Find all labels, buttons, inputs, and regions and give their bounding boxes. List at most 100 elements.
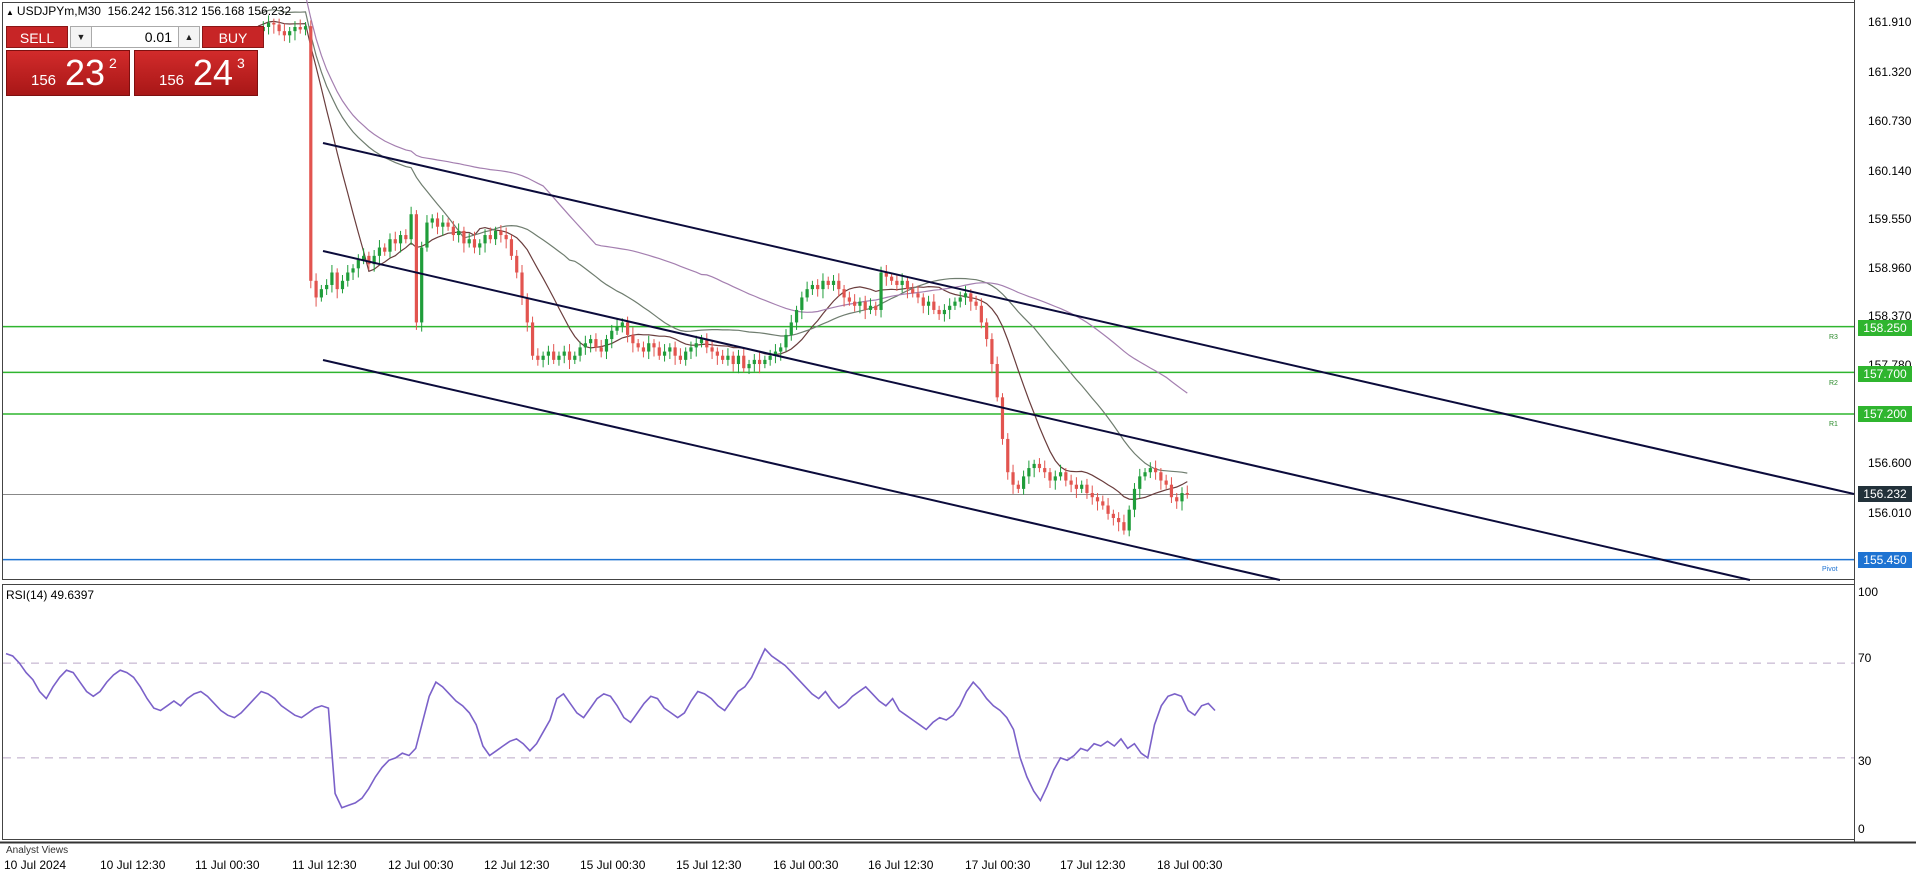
candle-body bbox=[668, 347, 672, 352]
candle-body bbox=[335, 272, 339, 290]
candle-body bbox=[298, 26, 302, 30]
candle-body bbox=[362, 255, 366, 261]
candle-body bbox=[319, 289, 323, 298]
lot-increase-icon[interactable]: ▲ bbox=[178, 26, 200, 48]
candle-body bbox=[599, 347, 603, 352]
time-axis-label: 11 Jul 00:30 bbox=[195, 858, 260, 872]
candle-body bbox=[763, 359, 767, 365]
candle-body bbox=[721, 355, 725, 360]
time-axis-label: 12 Jul 12:30 bbox=[484, 858, 550, 872]
candle-body bbox=[779, 347, 783, 352]
candle-body bbox=[1164, 480, 1168, 485]
time-axis-label: 17 Jul 00:30 bbox=[965, 858, 1031, 872]
candle-body bbox=[995, 364, 999, 398]
candle-body bbox=[1159, 472, 1163, 481]
channel-lower-line bbox=[322, 359, 1281, 581]
candle-body bbox=[974, 301, 978, 306]
candle-body bbox=[520, 272, 524, 298]
candle-body bbox=[715, 351, 719, 356]
candle-body bbox=[694, 343, 698, 348]
candle-body bbox=[684, 351, 688, 360]
candle-body bbox=[472, 239, 477, 248]
candle-body bbox=[758, 359, 762, 365]
analyst-views-tab[interactable]: Analyst Views bbox=[6, 845, 69, 856]
candle-body bbox=[985, 322, 989, 340]
candle-body bbox=[303, 26, 308, 30]
candle-body bbox=[800, 297, 804, 310]
candle-body bbox=[430, 218, 434, 223]
candle-body bbox=[293, 26, 297, 32]
candle-body bbox=[937, 309, 941, 315]
candle-body bbox=[1011, 472, 1015, 485]
candle-body bbox=[1006, 438, 1010, 473]
lot-decrease-icon[interactable]: ▼ bbox=[70, 26, 92, 48]
candle-body bbox=[826, 280, 830, 285]
sell-price-button[interactable]: 156 23 2 bbox=[6, 50, 130, 96]
candle-body bbox=[525, 297, 529, 323]
pivot-tag: Pivot bbox=[1822, 566, 1838, 573]
candle-body bbox=[710, 347, 714, 352]
candle-body bbox=[467, 239, 471, 244]
candle-body bbox=[478, 243, 482, 248]
candle-body bbox=[900, 280, 904, 285]
candle-body bbox=[752, 359, 756, 365]
candle-body bbox=[367, 255, 371, 265]
candle-body bbox=[515, 255, 519, 273]
candle-body bbox=[451, 226, 455, 236]
candle-body bbox=[356, 260, 360, 269]
price-axis-label: 160.730 bbox=[1868, 114, 1912, 128]
candle-body bbox=[1085, 484, 1089, 494]
price-axis-label: 156.010 bbox=[1868, 506, 1912, 520]
candle-body bbox=[441, 222, 445, 227]
candle-body bbox=[926, 301, 931, 306]
collapse-triangle-icon[interactable]: ▲ bbox=[6, 8, 14, 17]
candle-body bbox=[1143, 472, 1147, 477]
candle-body bbox=[1106, 505, 1110, 514]
candle-body bbox=[726, 355, 730, 360]
current-price-tag: 156.232 bbox=[1858, 486, 1912, 502]
candle-body bbox=[1132, 488, 1137, 510]
candle-body bbox=[942, 309, 946, 315]
candle-body bbox=[958, 297, 962, 302]
candle-body bbox=[699, 339, 704, 344]
candle-body bbox=[398, 235, 403, 244]
candle-body bbox=[488, 235, 492, 240]
rsi-pane-frame bbox=[2, 584, 1855, 840]
buy-price-prefix: 156 bbox=[159, 72, 185, 89]
candle-body bbox=[435, 218, 440, 227]
time-axis-label: 15 Jul 00:30 bbox=[580, 858, 646, 872]
candle-body bbox=[1138, 476, 1142, 489]
candle-body bbox=[858, 301, 862, 306]
level-r3-tag: R3 bbox=[1829, 334, 1838, 341]
candle-body bbox=[446, 222, 450, 227]
lot-size-input[interactable]: 0.01 bbox=[92, 26, 178, 48]
candle-body bbox=[626, 322, 630, 335]
candle-body bbox=[425, 222, 429, 248]
candle-body bbox=[388, 239, 392, 252]
candle-body bbox=[895, 280, 899, 285]
candle-body bbox=[1000, 397, 1005, 439]
candle-body bbox=[583, 343, 587, 348]
candle-body bbox=[351, 268, 355, 273]
candle-body bbox=[414, 214, 418, 323]
candle-body bbox=[457, 230, 461, 236]
one-click-trading-panel: SELL ▼ 0.01 ▲ BUY 156 23 2 156 24 3 bbox=[6, 26, 264, 98]
buy-button[interactable]: BUY bbox=[202, 26, 264, 48]
candle-body bbox=[1122, 522, 1126, 531]
candle-body bbox=[282, 31, 286, 36]
candle-body bbox=[990, 339, 994, 365]
buy-price-button[interactable]: 156 24 3 bbox=[134, 50, 258, 96]
time-axis-label: 18 Jul 00:30 bbox=[1157, 858, 1223, 872]
candle-body bbox=[731, 355, 735, 365]
candle-body bbox=[1048, 472, 1052, 481]
candle-body bbox=[573, 355, 577, 360]
candle-body bbox=[504, 235, 508, 240]
sell-button[interactable]: SELL bbox=[6, 26, 68, 48]
candle-body bbox=[288, 31, 292, 36]
candle-body bbox=[789, 322, 793, 335]
candle-body bbox=[530, 322, 535, 356]
candle-body bbox=[890, 276, 894, 281]
candle-body bbox=[1058, 472, 1063, 477]
candle-body bbox=[409, 214, 413, 240]
